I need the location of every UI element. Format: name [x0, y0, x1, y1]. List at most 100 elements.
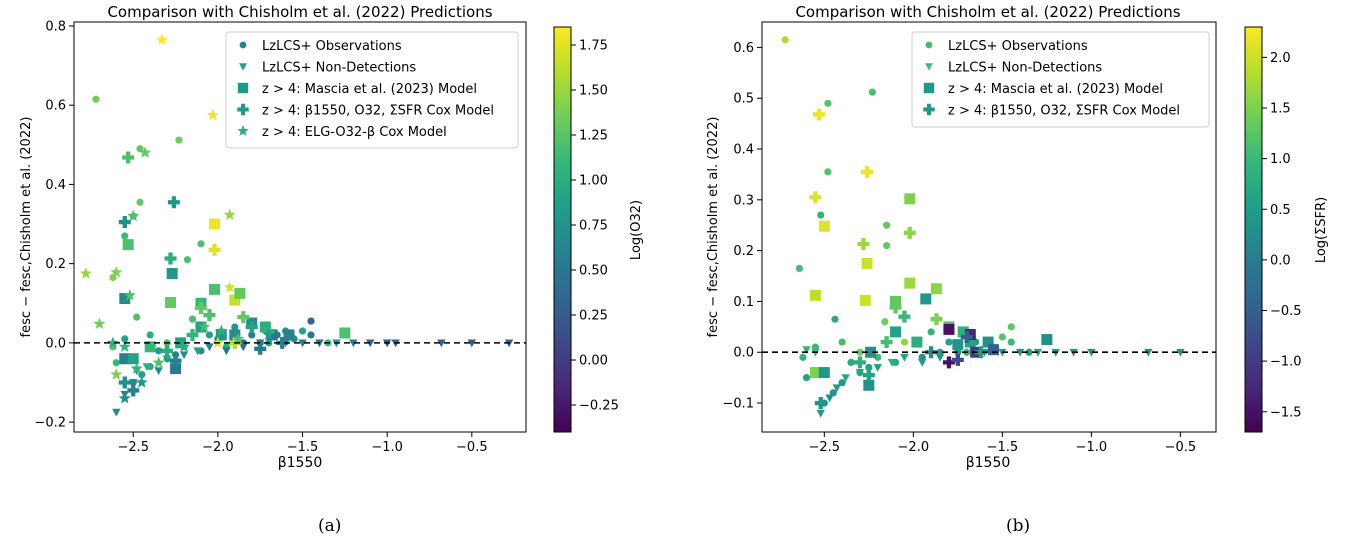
data-point-circle [298, 327, 307, 335]
data-point-square [127, 353, 139, 365]
data-point-triangle_down [935, 353, 945, 362]
data-point-triangle_down [832, 384, 841, 393]
data-point-square [809, 289, 821, 301]
data-point-plus [814, 397, 827, 410]
chart-a: Comparison with Chisholm et al. (2022) P… [19, 3, 644, 471]
y-tick-label: 0.8 [45, 19, 66, 34]
data-point-square [952, 339, 964, 351]
data-point-square [144, 341, 156, 353]
legend-marker-plus [923, 103, 935, 116]
data-point-triangle_down [179, 351, 189, 360]
data-point-plus [889, 301, 902, 314]
colorbar-tick-label: 1.75 [579, 39, 608, 54]
y-tick-label: 0.0 [733, 346, 754, 361]
data-point-triangle_down [841, 374, 850, 383]
data-point-square [283, 329, 295, 341]
data-point-square [904, 193, 916, 205]
data-point-plus [203, 309, 216, 322]
y-tick-label: 0.1 [733, 295, 754, 310]
data-point-circle [838, 338, 846, 346]
chart-title: Comparison with Chisholm et al. (2022) P… [107, 3, 492, 21]
data-point-plus [167, 196, 180, 209]
data-point-triangle_down [1144, 348, 1153, 357]
plot-area [79, 33, 514, 417]
x-tick-label: −2.5 [809, 440, 841, 455]
legend-label: z > 4: Mascia et al. (2023) Model [948, 82, 1163, 97]
series-2 [809, 193, 1053, 391]
data-point-plus [903, 226, 916, 239]
data-point-triangle_down [825, 394, 834, 403]
caption-a: (a) [318, 516, 342, 536]
data-point-plus [853, 356, 866, 369]
data-point-circle [847, 358, 855, 366]
colorbar [553, 26, 572, 433]
data-point-plus [898, 310, 911, 323]
data-point-triangle_down [887, 358, 897, 367]
data-point-plus [861, 165, 874, 178]
data-point-square [930, 283, 942, 295]
chart-title: Comparison with Chisholm et al. (2022) P… [795, 3, 1180, 21]
x-axis-label: β1550 [966, 455, 1011, 471]
y-tick-label: 0.2 [733, 244, 754, 259]
data-point-square [818, 367, 830, 379]
data-point-circle [927, 328, 935, 336]
legend-marker-square [923, 82, 935, 94]
data-point-circle [188, 315, 197, 323]
data-point-triangle_down [1015, 348, 1025, 357]
data-point-square [119, 293, 131, 305]
data-point-triangle_down [802, 346, 811, 355]
data-point-triangle_down [154, 367, 163, 375]
data-point-circle [831, 315, 839, 323]
data-point-triangle_down [193, 347, 202, 356]
x-tick-label: −1.5 [987, 440, 1019, 455]
data-point-square [215, 329, 227, 341]
data-point-star [79, 267, 92, 279]
axes-frame [761, 21, 1217, 433]
data-point-plus [925, 346, 938, 359]
data-point-star [223, 208, 236, 221]
y-tick-label: 0.4 [733, 143, 754, 158]
data-point-star [215, 324, 228, 337]
colorbar-tick-label: 1.0 [1270, 152, 1291, 167]
colorbar-tick-label: −0.25 [579, 399, 619, 414]
data-point-circle [998, 333, 1006, 341]
data-point-circle [197, 240, 205, 248]
data-point-square [982, 336, 994, 348]
data-point-square [1041, 334, 1053, 346]
caption-b: (b) [1006, 516, 1031, 536]
data-point-circle [868, 88, 876, 96]
x-tick-label: −1.0 [1076, 440, 1108, 455]
y-tick-label: 0.6 [733, 41, 754, 56]
data-point-circle [155, 347, 163, 355]
data-point-star [223, 281, 236, 293]
data-point-circle [1025, 348, 1033, 356]
legend-label: z > 4: ELG-O32-β Cox Model [262, 125, 447, 140]
data-point-circle [112, 359, 120, 367]
colorbar-tick-label: 1.5 [1270, 102, 1291, 117]
legend: LzLCS+ Observations LzLCS+ Non-Detections… [225, 31, 519, 149]
data-point-star [110, 368, 123, 380]
data-point-star [232, 332, 245, 345]
legend-marker-circle [239, 41, 247, 49]
colorbar-tick-label: 0.0 [1270, 253, 1291, 268]
data-point-plus [118, 376, 131, 389]
data-point-square [957, 326, 969, 338]
colorbar-tick-label: 1.50 [579, 84, 608, 99]
y-axis-label: fesc − fesc,Chisholm et al. (2022) [19, 117, 34, 338]
colorbar-tick-label: 1.25 [579, 129, 608, 144]
data-point-square [911, 336, 923, 348]
data-point-triangle_down [467, 339, 477, 348]
data-point-plus [974, 346, 987, 359]
data-point-circle [136, 198, 144, 206]
data-point-circle [945, 338, 953, 346]
data-point-circle [136, 145, 144, 153]
legend-label: z > 4: β1550, O32, ΣSFR Cox Model [948, 104, 1180, 119]
data-point-triangle_down [437, 339, 446, 348]
data-point-circle [92, 95, 100, 103]
legend-label: LzLCS+ Observations [948, 39, 1088, 54]
data-point-square [339, 327, 351, 339]
colorbar-tick-label: 1.00 [579, 174, 608, 189]
data-point-plus [942, 356, 955, 369]
colorbar-tick-label: 0.25 [579, 309, 608, 324]
x-tick-label: −0.5 [456, 440, 488, 455]
